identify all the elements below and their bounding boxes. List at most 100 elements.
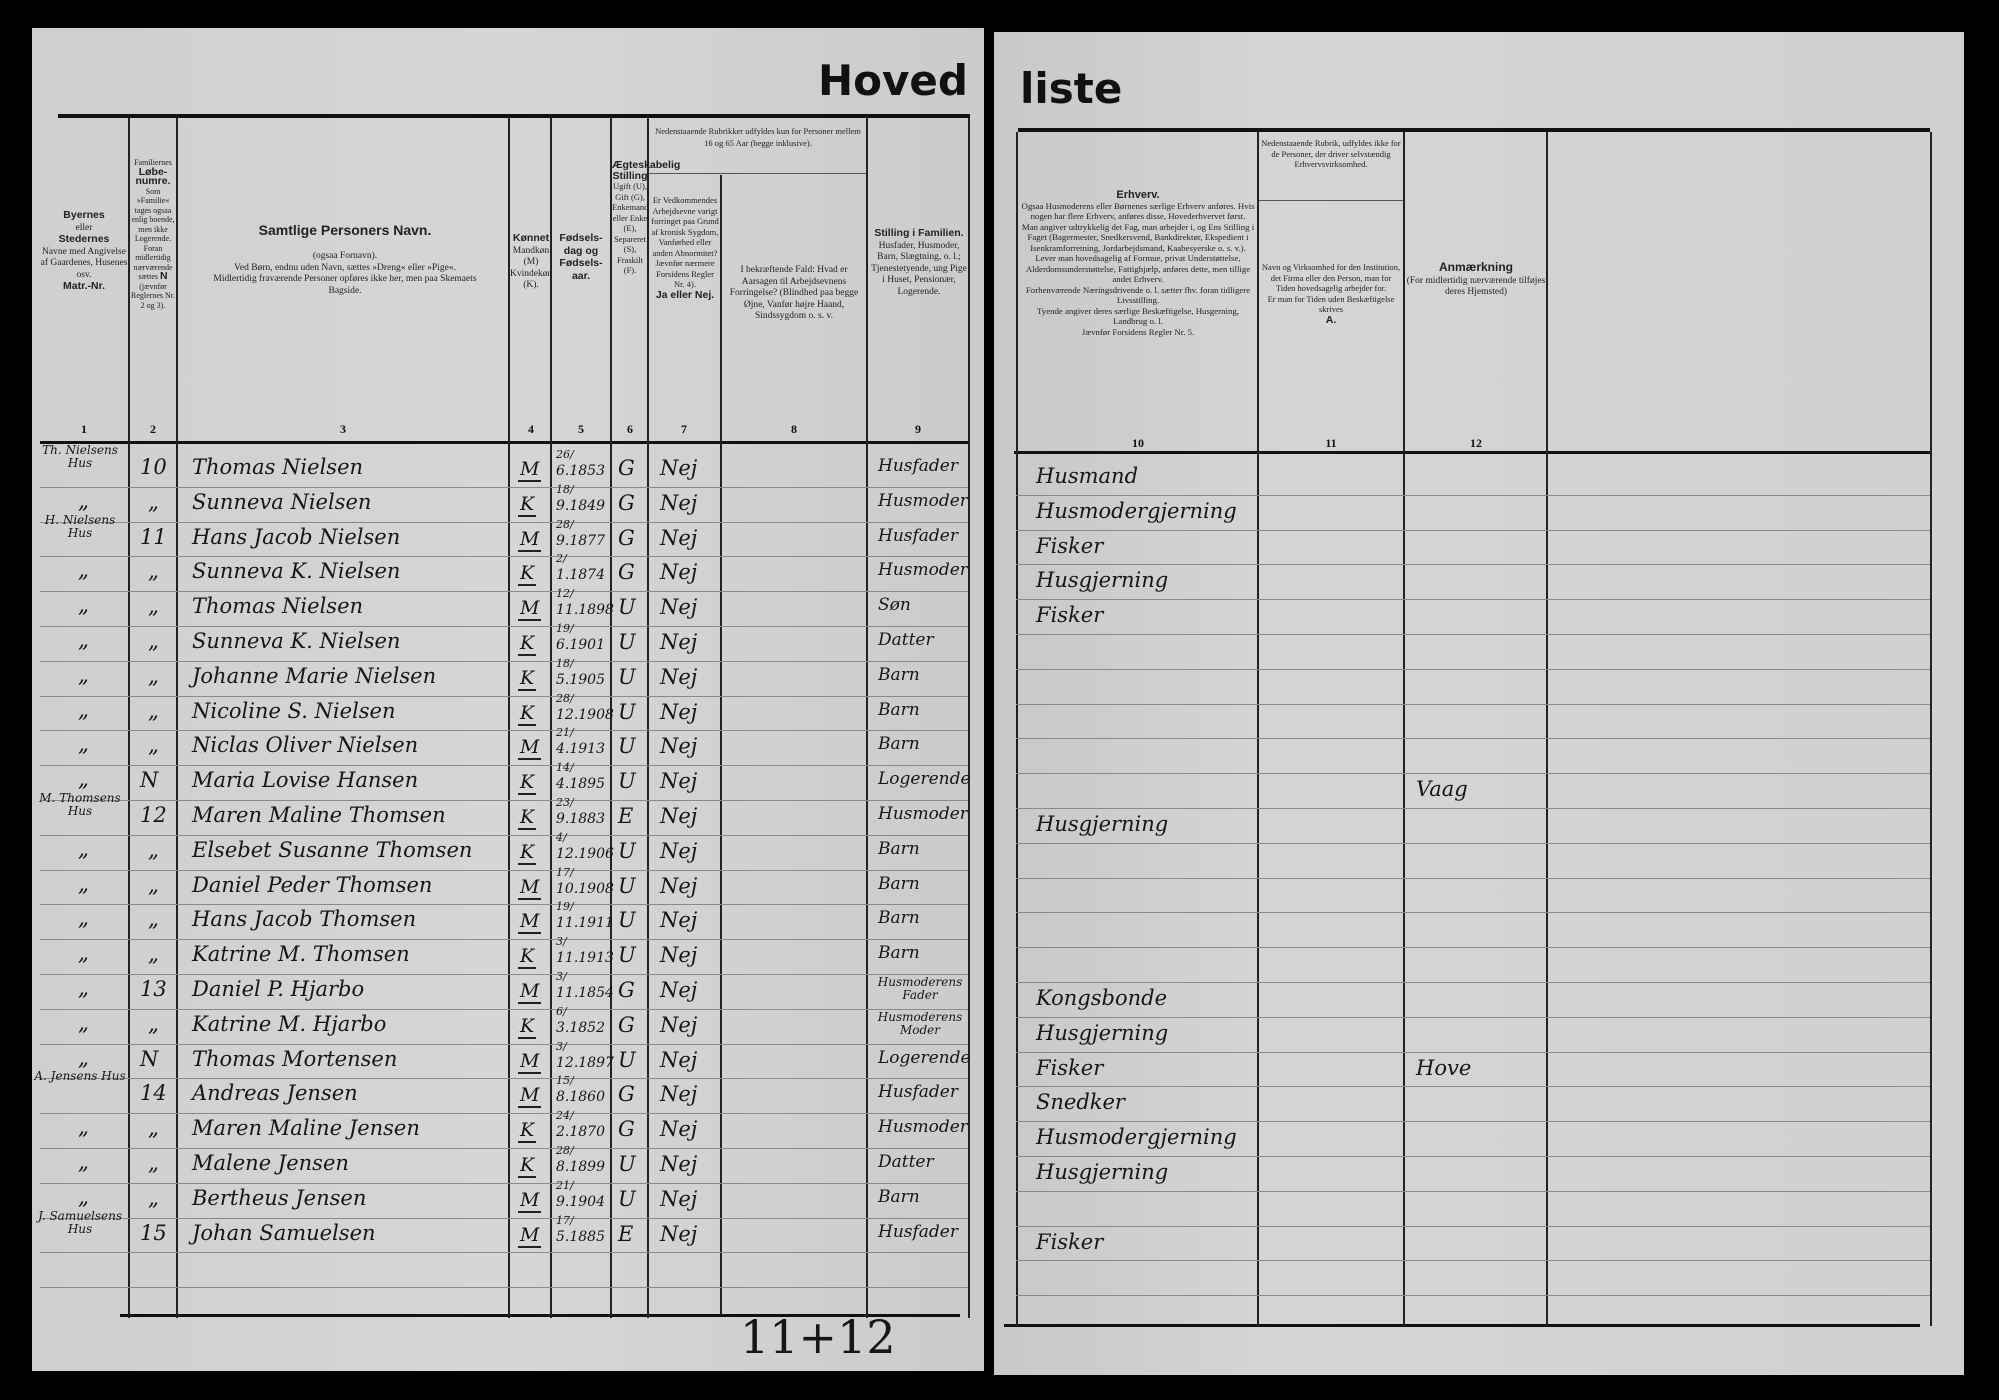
birth-day-cell: 18/ <box>556 656 574 670</box>
occupation-cell: Fisker <box>1036 1055 1104 1080</box>
occupation-cell: Husmodergjerning <box>1036 1125 1237 1150</box>
sex-cell: K <box>518 1014 537 1039</box>
row-line <box>40 904 968 906</box>
birth-day-cell: 17/ <box>556 1213 574 1227</box>
column-divider <box>508 118 510 1318</box>
person-name-cell: Nicoline S. Nielsen <box>192 698 396 723</box>
person-name-cell: Niclas Oliver Nielsen <box>192 733 419 758</box>
col-number-7: 7 <box>681 422 687 436</box>
birth-day-cell: 6/ <box>556 1004 567 1018</box>
row-line <box>40 1182 968 1184</box>
birth-day-cell: 26/ <box>556 448 574 461</box>
row-line <box>1016 738 1930 740</box>
sex-cell: M <box>518 1084 542 1109</box>
row-line <box>1016 912 1930 914</box>
person-name-cell: Sunneva K. Nielsen <box>192 559 401 584</box>
family-position-cell: Logerende <box>878 769 971 790</box>
place-cell: „ <box>78 871 89 896</box>
bottom-rule-right <box>1004 1324 1920 1327</box>
sex-cell: K <box>518 492 537 517</box>
place-cell: „ <box>78 697 89 722</box>
birth-date-cell: 9.1904 <box>556 1193 605 1210</box>
place-cell: „ <box>78 732 89 757</box>
header-col11: Navn og Virksomhed for den Institution, … <box>1261 262 1401 326</box>
family-number-cell: N <box>140 1046 159 1071</box>
birth-day-cell: 15/ <box>556 1074 574 1088</box>
family-position-cell: Husmoder <box>878 490 968 511</box>
disability-cell: Nej <box>660 699 698 724</box>
disability-cell: Nej <box>660 1221 698 1246</box>
birth-day-cell: 14/ <box>556 761 574 775</box>
col-number-9: 9 <box>915 422 921 436</box>
place-cell: „ <box>78 593 89 618</box>
bottom-handwritten-note: 11+12 <box>740 1310 896 1364</box>
marital-status-cell: U <box>618 838 636 863</box>
row-line <box>1016 947 1930 949</box>
disability-cell: Nej <box>660 630 698 654</box>
family-position-cell: Husmoderens Moder <box>877 1009 963 1037</box>
birth-date-cell: 4.1913 <box>556 741 605 758</box>
row-line <box>40 1078 968 1080</box>
family-number-cell: „ <box>148 1151 159 1175</box>
family-position-cell: Barn <box>878 908 920 929</box>
sex-cell: M <box>518 597 542 622</box>
person-name-cell: Hans Jacob Thomsen <box>192 907 417 932</box>
family-position-cell: Datter <box>878 630 934 650</box>
remark-cell: Vaag <box>1416 777 1468 802</box>
person-name-cell: Sunneva Nielsen <box>192 489 372 514</box>
birth-date-cell: 9.1883 <box>556 811 605 827</box>
family-number-cell: „ <box>148 872 159 897</box>
family-number-cell: 12 <box>140 803 167 827</box>
place-cell: A. Jensens Hus <box>34 1069 126 1084</box>
birth-date-cell: 12.1906 <box>556 845 614 862</box>
sex-cell: K <box>518 562 537 587</box>
col-number-3: 3 <box>340 422 346 436</box>
sex-cell: K <box>518 1154 537 1178</box>
marital-status-cell: U <box>618 699 636 724</box>
disability-cell: Nej <box>660 838 698 863</box>
sex-cell: M <box>518 980 542 1004</box>
column-divider <box>128 118 130 1318</box>
row-line <box>40 869 968 871</box>
marital-status-cell: U <box>618 943 636 968</box>
row-line <box>40 939 968 941</box>
header-col12: Anmærkning (For midlertidig nærværende ti… <box>1406 260 1546 297</box>
disability-cell: Nej <box>660 490 698 515</box>
occupation-cell: Husgjerning <box>1036 568 1169 593</box>
row-line <box>1016 494 1930 496</box>
person-name-cell: Maren Maline Jensen <box>192 1116 420 1141</box>
sex-cell: K <box>518 1119 537 1144</box>
family-number-cell: 10 <box>140 455 167 479</box>
top-rule-left <box>58 114 970 118</box>
family-position-cell: Barn <box>878 943 920 964</box>
person-name-cell: Thomas Mortensen <box>192 1046 398 1071</box>
occupation-cell: Fisker <box>1036 533 1104 558</box>
marital-status-cell: U <box>618 1152 636 1176</box>
family-number-cell: 11 <box>140 524 167 549</box>
header-col7-8-span: Nedenstaaende Rubrikker udfyldes kun for… <box>655 126 861 148</box>
marital-status-cell: E <box>618 804 634 828</box>
birth-day-cell: 3/ <box>556 935 567 949</box>
row-line <box>40 1043 968 1045</box>
row-line <box>1016 1260 1930 1262</box>
birth-day-cell: 3/ <box>556 970 567 983</box>
disability-cell: Nej <box>660 595 698 620</box>
family-number-cell: „ <box>148 663 159 688</box>
header-col1: Byernes eller Stedernes Navne med Angivelse… <box>40 209 128 292</box>
occupation-cell: Kongsbonde <box>1036 986 1167 1010</box>
header-col2: Familiernes Løbe-numre. Som »Familie« tage… <box>131 158 175 310</box>
disability-cell: Nej <box>660 560 698 585</box>
person-name-cell: Sunneva K. Nielsen <box>192 629 401 653</box>
family-number-cell: „ <box>148 1011 159 1036</box>
disability-cell: Nej <box>660 456 698 480</box>
marital-status-cell: G <box>618 1012 635 1037</box>
column-divider <box>1930 132 1932 1326</box>
occupation-cell: Fisker <box>1036 603 1104 628</box>
marital-status-cell: G <box>618 525 635 550</box>
birth-date-cell: 11.1911 <box>556 915 614 932</box>
marital-status-cell: U <box>618 873 636 898</box>
sex-cell: M <box>518 458 542 482</box>
row-line <box>40 974 968 975</box>
row-line <box>40 626 968 627</box>
row-line <box>1016 1086 1930 1088</box>
